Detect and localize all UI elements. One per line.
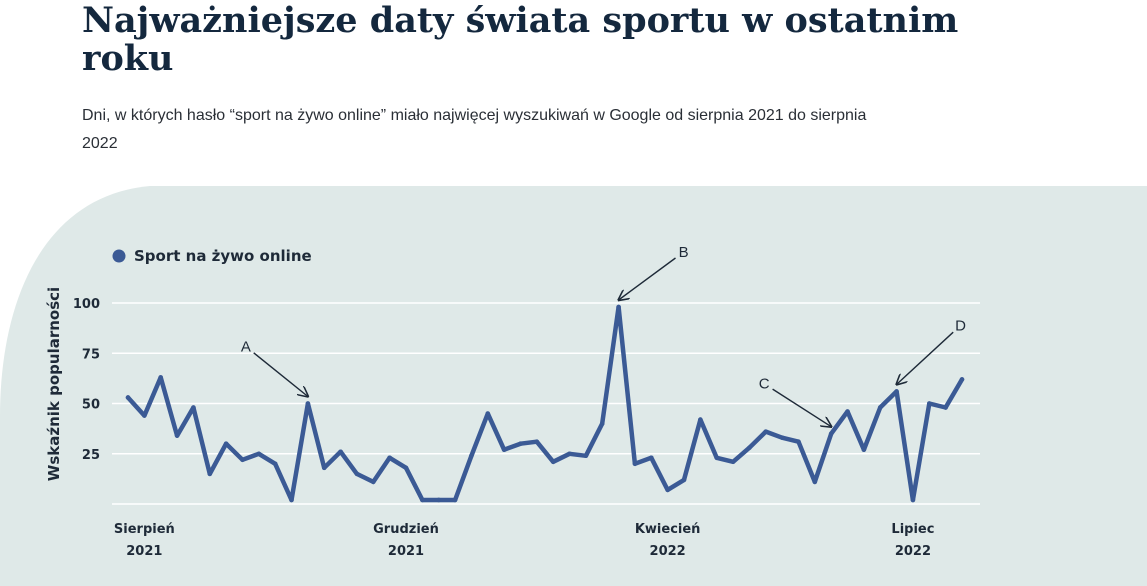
annotation-arrow: [253, 352, 308, 397]
data-point: [959, 377, 965, 382]
data-point: [174, 433, 180, 438]
data-point: [550, 459, 556, 465]
data-point: [828, 431, 834, 436]
legend: Sport na żywo online: [112, 247, 312, 265]
data-point: [289, 497, 294, 503]
series-line: [125, 304, 965, 503]
data-point: [354, 471, 360, 477]
data-point: [240, 457, 245, 463]
data-point: [714, 455, 720, 461]
x-tick-label-month: Kwiecień: [635, 522, 701, 537]
data-point: [698, 417, 703, 422]
annotation-arrow: [619, 257, 676, 300]
data-point: [910, 497, 916, 503]
data-point: [665, 487, 670, 493]
data-point: [681, 477, 687, 483]
data-point: [256, 451, 262, 457]
data-point: [599, 421, 605, 426]
data-point: [207, 471, 213, 477]
data-point: [305, 401, 311, 406]
data-point: [796, 439, 801, 444]
x-tick-label-year: 2022: [895, 544, 931, 559]
data-point: [436, 497, 442, 503]
annotations: A B C D: [241, 244, 966, 427]
y-tick-label: 50: [82, 398, 100, 413]
data-point: [158, 375, 164, 380]
data-point: [501, 447, 507, 453]
data-point: [730, 459, 736, 465]
legend-label: Sport na żywo online: [134, 247, 312, 265]
data-point: [779, 435, 785, 440]
data-point: [926, 401, 932, 406]
data-point: [338, 449, 343, 455]
y-tick-label: 100: [73, 297, 100, 312]
data-point: [403, 465, 409, 471]
data-point: [485, 411, 491, 416]
y-axis-label: Wskaźnik popularności: [45, 287, 63, 481]
x-axis-ticks: Sierpień 2021 Grudzień 2021 Kwiecień 2022 Lipi…: [114, 522, 935, 559]
data-point: [616, 304, 621, 310]
line-chart: 25 50 75 100 Sierpień 2021 Grudzień 2021 Kwieci…: [0, 186, 1147, 586]
data-point: [894, 389, 899, 394]
y-axis-ticks: 25 50 75 100: [73, 297, 100, 463]
data-point: [632, 461, 638, 467]
data-point: [452, 497, 458, 503]
annotation-label: B: [679, 244, 689, 261]
y-tick-label: 25: [82, 448, 100, 463]
data-point: [877, 405, 883, 410]
annotation-arrow: [772, 388, 832, 427]
annotation-label: C: [759, 376, 770, 393]
x-tick-label-month: Grudzień: [373, 522, 439, 537]
data-point: [943, 405, 948, 410]
data-point: [469, 453, 474, 459]
data-point: [223, 441, 229, 446]
data-point: [420, 497, 425, 503]
data-point: [370, 479, 376, 485]
legend-marker: [112, 249, 126, 263]
data-point: [142, 413, 147, 418]
annotation-label: A: [241, 339, 251, 356]
data-point: [812, 479, 818, 485]
chart-panel: 25 50 75 100 Sierpień 2021 Grudzień 2021 Kwieci…: [0, 186, 1147, 586]
x-tick-label-month: Sierpień: [114, 522, 175, 537]
data-point: [125, 395, 131, 400]
data-point: [861, 447, 867, 453]
chart-subtitle: Dni, w których hasło “sport na żywo onli…: [82, 107, 867, 152]
data-point: [747, 445, 752, 451]
data-point: [534, 439, 540, 444]
x-tick-label-year: 2021: [388, 544, 424, 559]
data-point: [583, 453, 589, 459]
annotation-label: D: [955, 317, 966, 334]
data-point: [518, 441, 523, 446]
annotation-arrow: [897, 331, 954, 384]
data-point: [321, 465, 327, 471]
data-point: [845, 409, 850, 414]
data-point: [763, 429, 769, 434]
x-tick-label-month: Lipiec: [891, 522, 934, 537]
x-tick-label-year: 2021: [126, 544, 162, 559]
data-point: [567, 451, 572, 457]
data-point: [191, 405, 196, 410]
data-point: [648, 455, 654, 461]
data-point: [272, 461, 278, 467]
page-title: Najważniejsze daty świata sportu w ostat…: [82, 0, 959, 79]
series-group: [125, 304, 965, 503]
data-point: [387, 455, 392, 461]
y-tick-label: 75: [82, 347, 100, 362]
x-tick-label-year: 2022: [650, 544, 686, 559]
